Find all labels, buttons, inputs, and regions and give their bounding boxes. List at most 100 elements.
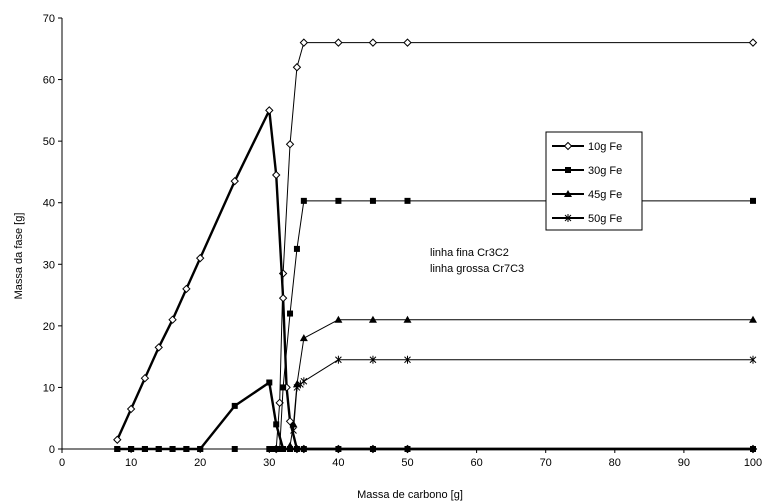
y-tick-label: 20: [43, 321, 55, 333]
data-point-square: [287, 310, 294, 317]
y-tick-label: 40: [43, 198, 55, 210]
data-point-diamond: [230, 176, 239, 186]
data-point-diamond: [154, 343, 163, 352]
data-point-triangle: [289, 420, 298, 428]
data-point-square: [273, 421, 280, 428]
legend-label: 30g Fe: [588, 165, 622, 177]
data-point-square: [114, 446, 121, 452]
data-point-asterisk: [290, 426, 297, 435]
data-point-square: [266, 379, 273, 386]
series-line: [117, 381, 753, 451]
legend-box: [545, 131, 643, 231]
data-point-diamond: [368, 38, 378, 47]
data-point-diamond: [265, 106, 274, 115]
y-tick-label: 50: [43, 136, 55, 148]
data-point-square: [128, 446, 135, 452]
legend-entry: 30g Fe: [552, 165, 622, 177]
series-line: [117, 200, 753, 450]
data-point-square: [280, 446, 287, 452]
legend-entry: 10g Fe: [552, 141, 622, 153]
data-point-diamond: [168, 315, 177, 324]
data-point-diamond: [292, 63, 302, 72]
data-point-asterisk: [749, 355, 757, 364]
legend-label: 10g Fe: [588, 141, 622, 153]
data-point-asterisk: [335, 355, 342, 364]
x-tick-label: 80: [609, 457, 621, 469]
data-point-diamond: [126, 404, 136, 414]
data-point-square: [404, 197, 411, 204]
series-layer: [113, 38, 758, 454]
data-point-square: [293, 245, 300, 252]
legend-entry: 45g Fe: [552, 189, 622, 201]
data-point-triangle: [299, 334, 308, 342]
x-tick-label: 90: [678, 457, 690, 469]
tick-labels: 0 10 20 30 40 50 60 70 80 90 100 0 10 20 30 40 50 60 70: [43, 13, 762, 469]
data-point-square: [300, 446, 307, 452]
data-point-triangle: [564, 190, 572, 197]
data-point-square: [197, 446, 204, 452]
annotation-thin-line: linha fina Cr3C2: [430, 247, 509, 259]
y-tick-label: 70: [43, 13, 55, 25]
data-point-diamond: [278, 293, 288, 303]
data-point-triangle: [286, 441, 295, 449]
data-point-square: [183, 446, 190, 452]
data-point-square: [300, 197, 307, 204]
y-tick-label: 60: [43, 75, 55, 87]
data-point-square: [231, 446, 238, 452]
data-point-square: [276, 446, 283, 452]
data-point-diamond: [272, 170, 281, 180]
legend: 10g Fe 30g Fe 45g Fe 50g Fe: [545, 131, 643, 231]
data-point-square: [369, 197, 376, 204]
data-point-square: [273, 446, 280, 452]
data-point-square: [155, 446, 162, 452]
x-tick-label: 0: [59, 457, 65, 469]
series-line: [275, 42, 753, 450]
x-tick-label: 100: [744, 457, 762, 469]
legend-entry: 50g Fe: [552, 213, 622, 225]
x-axis-label: Massa de carbono [g]: [357, 489, 463, 501]
x-tick-label: 70: [540, 457, 552, 469]
data-point-square: [335, 446, 342, 452]
x-tick-label: 30: [263, 457, 275, 469]
data-point-square: [369, 446, 376, 452]
data-point-square: [141, 446, 148, 452]
axes: [61, 18, 753, 450]
data-point-square: [750, 197, 756, 204]
data-point-diamond: [563, 141, 573, 151]
data-point-asterisk: [300, 377, 308, 386]
data-point-triangle: [403, 315, 412, 323]
series-50g-fe-thin: [290, 355, 757, 435]
data-point-square: [169, 446, 176, 452]
data-point-diamond: [195, 253, 205, 263]
data-point-square: [231, 402, 238, 409]
data-point-diamond: [113, 435, 122, 444]
data-point-diamond: [285, 417, 295, 426]
x-tick-label: 60: [470, 457, 482, 469]
data-point-diamond: [748, 38, 758, 47]
data-point-asterisk: [404, 355, 411, 364]
data-point-diamond: [182, 284, 191, 294]
data-point-asterisk: [293, 383, 301, 392]
series-30g-fe-thick: [114, 379, 756, 452]
data-point-triangle: [368, 315, 377, 323]
series-line: [289, 319, 753, 447]
series-line: [116, 109, 753, 451]
data-point-square: [404, 446, 411, 452]
data-point-diamond: [299, 38, 309, 47]
data-point-diamond: [403, 38, 412, 47]
y-tick-label: 30: [43, 259, 55, 271]
x-tick-label: 50: [401, 457, 413, 469]
data-point-square: [287, 446, 294, 452]
annotation-thick-line: linha grossa Cr7C3: [430, 263, 524, 275]
x-tick-label: 40: [332, 457, 344, 469]
series-10g-fe-thick: [113, 106, 758, 454]
data-point-square: [750, 446, 756, 452]
data-point-square: [269, 446, 276, 452]
data-point-diamond: [140, 373, 150, 383]
data-point-triangle: [334, 315, 343, 323]
data-point-diamond: [285, 140, 295, 149]
data-point-square: [293, 446, 300, 452]
y-axis-label: Massa da fase [g]: [13, 213, 25, 300]
data-point-square: [280, 384, 287, 391]
